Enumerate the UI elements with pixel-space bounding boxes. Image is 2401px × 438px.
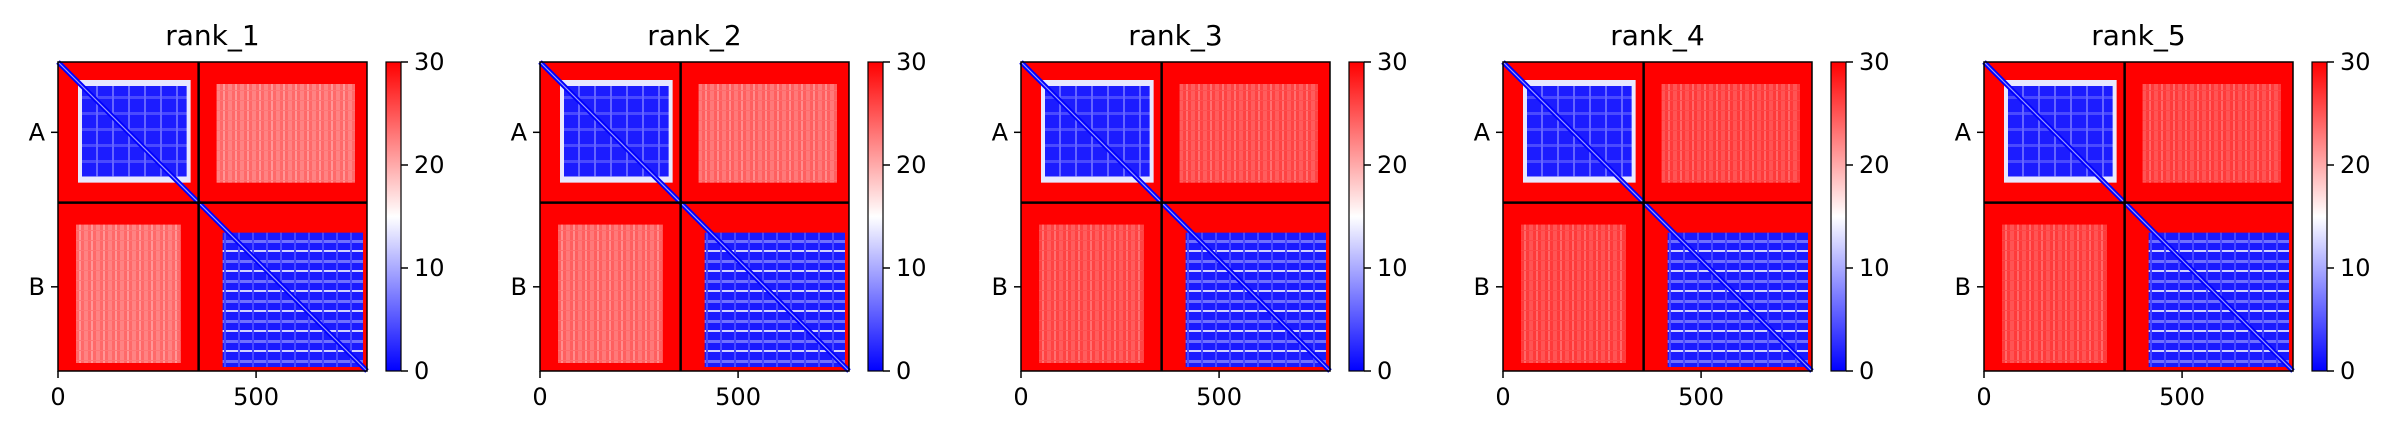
colorbar-tick-label: 0 [896, 357, 911, 385]
colorbar-tick-label: 20 [2340, 151, 2371, 179]
colorbar-tick-label: 30 [1377, 48, 1408, 76]
colorbar-tick-label: 10 [896, 254, 927, 282]
x-tick-label: 500 [233, 383, 279, 411]
diagonal-highlight [57, 61, 368, 372]
x-tick-label: 500 [1196, 383, 1242, 411]
panel-title: rank_2 [647, 19, 741, 52]
x-tick-label: 0 [532, 383, 547, 411]
x-tick-label: 500 [2159, 383, 2205, 411]
x-tick-label: 0 [1976, 383, 1991, 411]
chain-label: B [1955, 273, 1971, 301]
inter-chain-tint [76, 224, 181, 363]
colorbar [1348, 61, 1365, 372]
diagonal-highlight [1020, 61, 1331, 372]
inter-chain-tint [1039, 224, 1144, 363]
diagonal-highlight [1983, 61, 2294, 372]
x-tick-label: 0 [50, 383, 65, 411]
colorbar-tick-label: 10 [1859, 254, 1890, 282]
inter-chain-tint [216, 84, 355, 183]
inter-chain-tint [1521, 224, 1626, 363]
chain-label: A [1955, 118, 1972, 146]
pae-panel-2: rank_2 0 500 A B 0 10 20 30 [511, 19, 927, 411]
heatmap-frame [1020, 61, 1331, 372]
chain-label: B [992, 273, 1008, 301]
colorbar-tick-label: 0 [2340, 357, 2355, 385]
colorbar-tick-label: 0 [414, 357, 429, 385]
inter-chain-tint [558, 224, 663, 363]
x-tick-label: 0 [1495, 383, 1510, 411]
colorbar [385, 61, 402, 372]
panel-title: rank_3 [1128, 19, 1222, 52]
inter-chain-tint [2142, 84, 2281, 183]
colorbar-tick-label: 30 [1859, 48, 1890, 76]
inter-chain-tint [1179, 84, 1318, 183]
chain-label: B [511, 273, 527, 301]
panel-title: rank_5 [2091, 19, 2185, 52]
colorbar [867, 61, 884, 372]
panel-title: rank_1 [165, 19, 259, 52]
colorbar-tick-label: 20 [414, 151, 445, 179]
pae-panel-1: rank_1 0 500 A B 0 10 20 30 [29, 19, 445, 411]
heatmap-frame [1983, 61, 2294, 372]
colorbar-tick-label: 30 [896, 48, 927, 76]
pae-panel-4: rank_4 0 500 A B 0 10 20 30 [1474, 19, 1890, 411]
colorbar-tick-label: 20 [1859, 151, 1890, 179]
x-tick-label: 0 [1013, 383, 1028, 411]
colorbar-tick-label: 10 [1377, 254, 1408, 282]
colorbar-tick-label: 0 [1377, 357, 1392, 385]
heatmap-frame [539, 61, 850, 372]
colorbar-tick-label: 30 [414, 48, 445, 76]
x-tick-label: 500 [1678, 383, 1724, 411]
diagonal-highlight [1502, 61, 1813, 372]
chain-label: A [511, 118, 528, 146]
pae-panel-5: rank_5 0 500 A B 0 10 20 30 [1955, 19, 2371, 411]
chain-label: B [29, 273, 45, 301]
colorbar-tick-label: 10 [2340, 254, 2371, 282]
inter-chain-tint [698, 84, 837, 183]
heatmap-frame [57, 61, 368, 372]
colorbar [1830, 61, 1847, 372]
x-tick-label: 500 [715, 383, 761, 411]
colorbar-tick-label: 10 [414, 254, 445, 282]
colorbar-tick-label: 20 [1377, 151, 1408, 179]
colorbar-tick-label: 20 [896, 151, 927, 179]
pae-panel-3: rank_3 0 500 A B 0 10 20 30 [992, 19, 1408, 411]
chain-label: A [29, 118, 46, 146]
chain-label: B [1474, 273, 1490, 301]
colorbar [2311, 61, 2328, 372]
heatmap-frame [1502, 61, 1813, 372]
panel-title: rank_4 [1610, 19, 1704, 52]
colorbar-tick-label: 0 [1859, 357, 1874, 385]
inter-chain-tint [1661, 84, 1800, 183]
colorbar-tick-label: 30 [2340, 48, 2371, 76]
diagonal-highlight [539, 61, 850, 372]
chain-label: A [992, 118, 1009, 146]
inter-chain-tint [2002, 224, 2107, 363]
chain-label: A [1474, 118, 1491, 146]
